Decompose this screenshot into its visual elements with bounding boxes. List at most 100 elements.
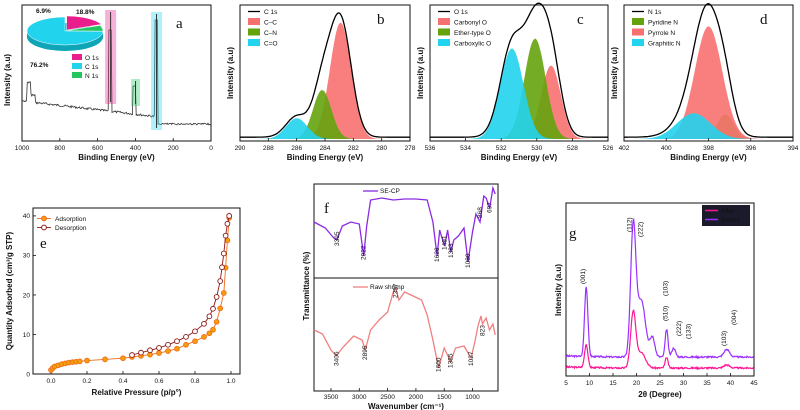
legend-label: C 1s xyxy=(85,64,99,71)
raw-shrimp-spectrum-line xyxy=(313,286,496,369)
panel-c-frame xyxy=(429,4,609,142)
x-tick-label: 1000 xyxy=(15,145,30,152)
legend-label: O 1s xyxy=(85,55,99,62)
peak-Pyrrole N xyxy=(624,26,793,139)
x-tick-label: 286 xyxy=(291,145,302,152)
x-tick-label: 200 xyxy=(168,145,179,152)
envelope-line xyxy=(624,3,793,138)
panel-b-letter: b xyxy=(377,12,385,28)
y-tick-label: 10 xyxy=(23,332,31,339)
y-tick-label: 30 xyxy=(23,253,31,260)
peak-annotation: 2357 xyxy=(393,283,400,298)
panel-d-letter: d xyxy=(760,12,768,28)
Desorption-point xyxy=(156,345,162,351)
peak-label: (004) xyxy=(731,310,738,325)
legend-swatch xyxy=(248,18,260,25)
peak-annotation: 3406 xyxy=(333,351,340,366)
series-title-raw-shrimp: Raw shrimp xyxy=(370,284,405,291)
x-axis-label: Binding Energy (eV) xyxy=(670,153,747,162)
x-tick-label: 800 xyxy=(54,145,65,152)
Desorption-point xyxy=(129,352,135,358)
x-tick-label: 288 xyxy=(263,145,274,152)
panel-f-frame xyxy=(313,183,499,392)
legend-label: C=O xyxy=(264,41,278,48)
panel-e-frame xyxy=(32,207,241,375)
Adsorption-point xyxy=(217,305,224,312)
y-tick-label: 40 xyxy=(23,213,31,220)
legend-label: Before xyxy=(721,217,741,224)
peak-annotation: 3395 xyxy=(334,231,341,246)
Desorption-point xyxy=(210,305,216,312)
x-tick-label: 530 xyxy=(531,145,542,152)
y-axis-label: Intensity (a.u) xyxy=(226,47,235,99)
legend-label: N 1s xyxy=(85,73,99,80)
x-tick-label: 396 xyxy=(745,145,756,152)
x-tick-label: 35 xyxy=(703,380,711,387)
x-axis-label: Binding Energy (eV) xyxy=(481,153,558,162)
x-axis-label: Binding Energy (eV) xyxy=(287,153,364,162)
peak-label: (222) xyxy=(676,321,683,336)
x-axis-label: Binding Energy (eV) xyxy=(78,153,155,162)
x-tick-label: 278 xyxy=(405,145,416,152)
legend-swatch xyxy=(632,28,644,36)
peak-annotation: 2895 xyxy=(362,345,369,360)
y-axis-label: Intensity (a.u) xyxy=(610,47,619,99)
peak-Graphitic N xyxy=(624,113,793,139)
legend-label: N 1s xyxy=(648,9,662,16)
y-axis-label: Quantity Adsorbed (cm³/g STP) xyxy=(5,231,14,350)
x-tick-label: 20 xyxy=(633,380,641,387)
legend-label: C–N xyxy=(264,30,277,37)
x-tick-label: 280 xyxy=(376,145,387,152)
x-tick-label: 30 xyxy=(680,380,688,387)
x-tick-label: 0.0 xyxy=(46,378,55,385)
x-tick-label: 526 xyxy=(603,145,614,152)
legend-label: Pyrrole N xyxy=(648,30,675,37)
legend-label: After xyxy=(721,208,736,215)
peak-label: (103) xyxy=(663,281,670,296)
pie-slice-C 1s xyxy=(26,16,104,46)
Desorption-point xyxy=(219,264,225,271)
legend-swatch xyxy=(72,72,82,78)
x-tick-label: 536 xyxy=(425,145,436,152)
Desorption-point xyxy=(174,338,180,345)
x-tick-label: 3000 xyxy=(352,394,367,401)
legend-swatch xyxy=(438,28,450,36)
Adsorption-point xyxy=(183,341,189,348)
peak-annotation: 2922 xyxy=(361,245,368,260)
peak-C=O xyxy=(240,118,410,139)
peak-label: (112) xyxy=(626,217,633,232)
Desorption-point xyxy=(192,328,198,335)
legend-label: O 1s xyxy=(454,9,468,16)
x-tick-label: 1500 xyxy=(437,394,452,401)
x-tick-label: 5 xyxy=(564,380,568,387)
Adsorption-point xyxy=(206,330,213,337)
Desorption-point xyxy=(201,320,207,327)
peak-annotation: 1626 xyxy=(434,247,441,262)
Desorption-point xyxy=(213,294,220,300)
x-tick-label: 25 xyxy=(656,380,664,387)
peak-label: (103) xyxy=(721,331,728,346)
x-tick-label: 400 xyxy=(130,145,141,152)
Adsorption-point xyxy=(84,357,90,364)
panel-a-frame xyxy=(21,4,212,142)
pie-label-n1s: 6.9% xyxy=(36,8,51,15)
Adsorption-point xyxy=(213,318,220,325)
x-tick-label: 0 xyxy=(209,145,213,152)
x-tick-label: 10 xyxy=(586,380,594,387)
Desorption-point xyxy=(183,333,189,340)
Adsorption-point xyxy=(120,355,126,362)
y-axis-label: Intensity (a.u) xyxy=(3,54,12,106)
x-tick-label: 528 xyxy=(567,145,578,152)
x-tick-label: 40 xyxy=(727,380,735,387)
x-axis-label: Relative Pressure (p/p°) xyxy=(92,388,182,397)
x-tick-label: 400 xyxy=(661,145,672,152)
Adsorption-point xyxy=(220,290,227,296)
panel-a-letter: a xyxy=(176,16,183,32)
peak-annotation: 1027 xyxy=(468,351,475,366)
Desorption-point xyxy=(165,341,171,348)
legend-label: Ether-type O xyxy=(454,30,491,37)
before-pattern-line xyxy=(565,217,755,360)
x-tick-label: 398 xyxy=(703,145,714,152)
Desorption-point xyxy=(147,347,153,354)
peak-annotation: 1383 xyxy=(448,243,455,258)
